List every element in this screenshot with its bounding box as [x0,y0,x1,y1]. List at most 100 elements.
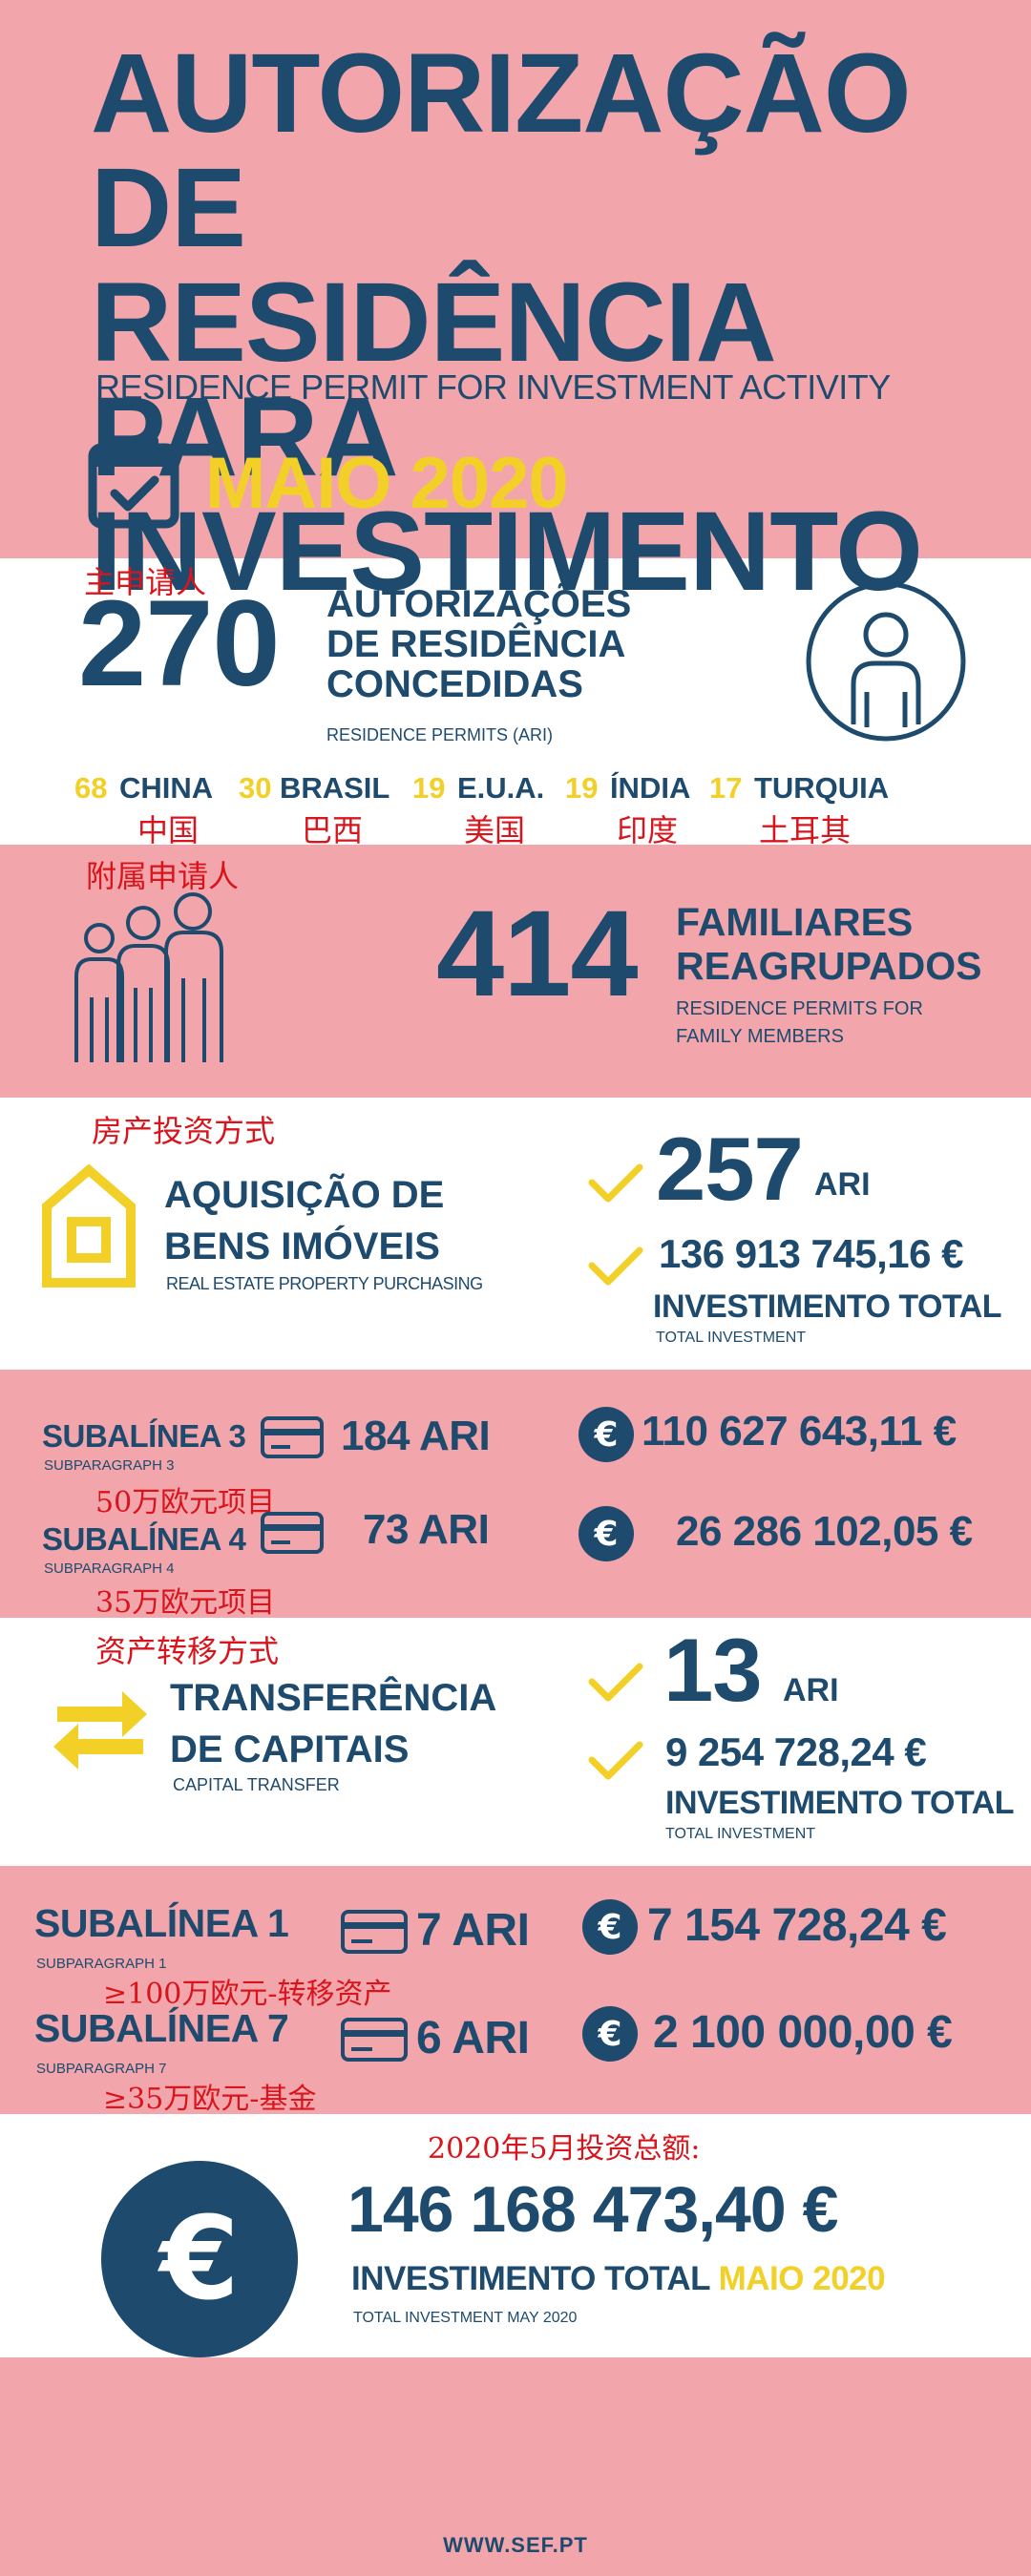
real-estate-ari-count: 257 [656,1119,804,1219]
capital-ari-count: 13 [663,1620,763,1720]
family-label-line-1: FAMILIARES [676,900,914,944]
title-line-1: AUTORIZAÇÃO DE [91,31,912,271]
svg-text:€: € [597,2015,621,2054]
country-name-cn: 美国 [464,812,526,848]
card-icon [261,1416,324,1458]
country-count: 19 [412,771,446,805]
capital-label-en: CAPITAL TRANSFER [173,1775,340,1794]
country-name-cn: 巴西 [302,812,364,848]
subparagraph-title: SUBALÍNEA 1 [34,1901,289,1945]
footer-url[interactable]: WWW.SEF.PT [443,2533,588,2557]
country-item: 30 BRASIL [239,771,389,806]
family-label-en-line-1: RESIDENCE PERMITS FOR [676,998,923,1019]
capital-label: TRANSFERÊNCIA DE CAPITAIS [170,1672,496,1775]
check-icon [588,1741,643,1780]
country-item: 68 CHINA [74,771,213,806]
grand-total-label-period: MAIO 2020 [718,2260,886,2297]
country-count: 17 [709,771,743,805]
main-applicants-note: 主申请人 [84,564,207,600]
footer-band [0,2357,1031,2576]
subparagraph-amount: 2 100 000,00 € [653,2007,953,2058]
svg-text:€: € [157,2193,240,2326]
card-icon [261,1512,324,1554]
country-count: 68 [74,771,108,805]
country-count: 30 [239,771,272,805]
subparagraph-title: SUBALÍNEA 4 [42,1521,246,1557]
country-name: ÍNDIA [609,771,691,805]
real-estate-sub-band [0,1370,1031,1618]
country-name-cn: 印度 [617,812,679,848]
main-applicants-label: AUTORIZAÇÕES DE RESIDÊNCIA CONCEDIDAS [326,584,631,704]
transfer-arrows-icon [53,1691,147,1770]
card-icon [341,1910,408,1954]
country-count: 19 [565,771,599,805]
subparagraph-title: SUBALÍNEA 7 [34,2006,289,2050]
euro-icon: € [582,2006,638,2062]
check-icon [588,1163,643,1203]
subparagraph-note: 50万欧元项目 [95,1486,276,1519]
subparagraph-ari: 7 ARI [416,1905,530,1956]
country-item: 19 E.U.A. [412,771,544,806]
capital-label-line-1: TRANSFERÊNCIA [170,1677,497,1719]
capital-total-label: INVESTIMENTO TOTAL [665,1785,1015,1821]
main-applicants-label-line-2: DE RESIDÊNCIA [326,623,626,665]
euro-icon: € [582,1899,638,1955]
main-applicants-label-line-1: AUTORIZAÇÕES [326,583,632,625]
capital-total-label-en: TOTAL INVESTMENT [665,1826,816,1842]
subparagraph-ari: 6 ARI [416,2013,530,2063]
subparagraph-title-en: SUBPARAGRAPH 1 [36,1956,167,1972]
grand-total-label-text: INVESTIMENTO TOTAL [351,2260,710,2297]
real-estate-total-label: INVESTIMENTO TOTAL [653,1288,1002,1325]
subparagraph-title-en: SUBPARAGRAPH 3 [44,1457,175,1474]
main-applicants-count: 270 [78,576,281,712]
subparagraph-ari: 73 ARI [363,1506,490,1553]
grand-total-note: 2020年5月投资总额: [428,2132,701,2166]
family-label-line-2: REAGRUPADOS [676,944,982,988]
capital-ari-unit: ARI [783,1672,839,1708]
family-count: 414 [436,886,639,1022]
card-icon [341,2018,408,2062]
page-subtitle: RESIDENCE PERMIT FOR INVESTMENT ACTIVITY [95,367,891,407]
family-band [0,845,1031,1098]
capital-band [0,1618,1031,1866]
person-icon [806,581,966,742]
euro-icon: € [101,2161,298,2357]
subparagraph-ari: 184 ARI [341,1413,491,1459]
capital-note: 资产转移方式 [95,1633,280,1669]
real-estate-ari-unit: ARI [814,1166,871,1203]
real-estate-note: 房产投资方式 [92,1113,276,1149]
real-estate-amount: 136 913 745,16 € [659,1231,963,1276]
family-note: 附属申请人 [86,858,240,894]
svg-text:€: € [597,1908,621,1947]
family-label-en: RESIDENCE PERMITS FOR FAMILY MEMBERS [676,995,923,1051]
capital-label-line-2: DE CAPITAIS [170,1728,410,1770]
family-label: FAMILIARES REAGRUPADOS [676,900,981,988]
real-estate-label-line-1: AQUISIÇÃO DE [164,1174,445,1216]
family-icon [74,892,223,1062]
capital-sub-band [0,1866,1031,2114]
euro-icon: € [579,1506,634,1561]
check-icon [588,1246,643,1286]
subparagraph-note: ≥35万欧元-基金 [103,2083,317,2116]
subparagraph-amount: 26 286 102,05 € [676,1508,973,1555]
calendar-check-icon [88,437,179,529]
family-label-en-line-2: FAMILY MEMBERS [676,1026,844,1047]
grand-total-label: INVESTIMENTO TOTAL MAIO 2020 [351,2260,886,2298]
title-line-2: RESIDÊNCIA PARA [91,260,772,500]
subparagraph-note: ≥100万欧元-转移资产 [103,1978,392,2011]
main-applicants-label-line-3: CONCEDIDAS [326,663,583,705]
main-applicants-label-en: RESIDENCE PERMITS (ARI) [326,725,554,744]
svg-text:€: € [593,1515,618,1554]
subparagraph-title-en: SUBPARAGRAPH 4 [44,1560,175,1577]
country-name-cn: 土耳其 [759,812,852,848]
country-item: 17 TURQUIA [709,771,889,806]
euro-icon: € [579,1407,634,1462]
page-title: AUTORIZAÇÃO DE RESIDÊNCIA PARA INVESTIME… [91,36,1031,609]
main-applicants-band [0,558,1031,845]
real-estate-label-line-2: BENS IMÓVEIS [164,1225,440,1267]
country-item: 19 ÍNDIA [565,771,690,806]
capital-amount: 9 254 728,24 € [665,1729,927,1774]
grand-total-label-en: TOTAL INVESTMENT MAY 2020 [353,2310,578,2326]
period-label: MAIO 2020 [205,443,569,524]
country-name: TURQUIA [753,771,890,805]
